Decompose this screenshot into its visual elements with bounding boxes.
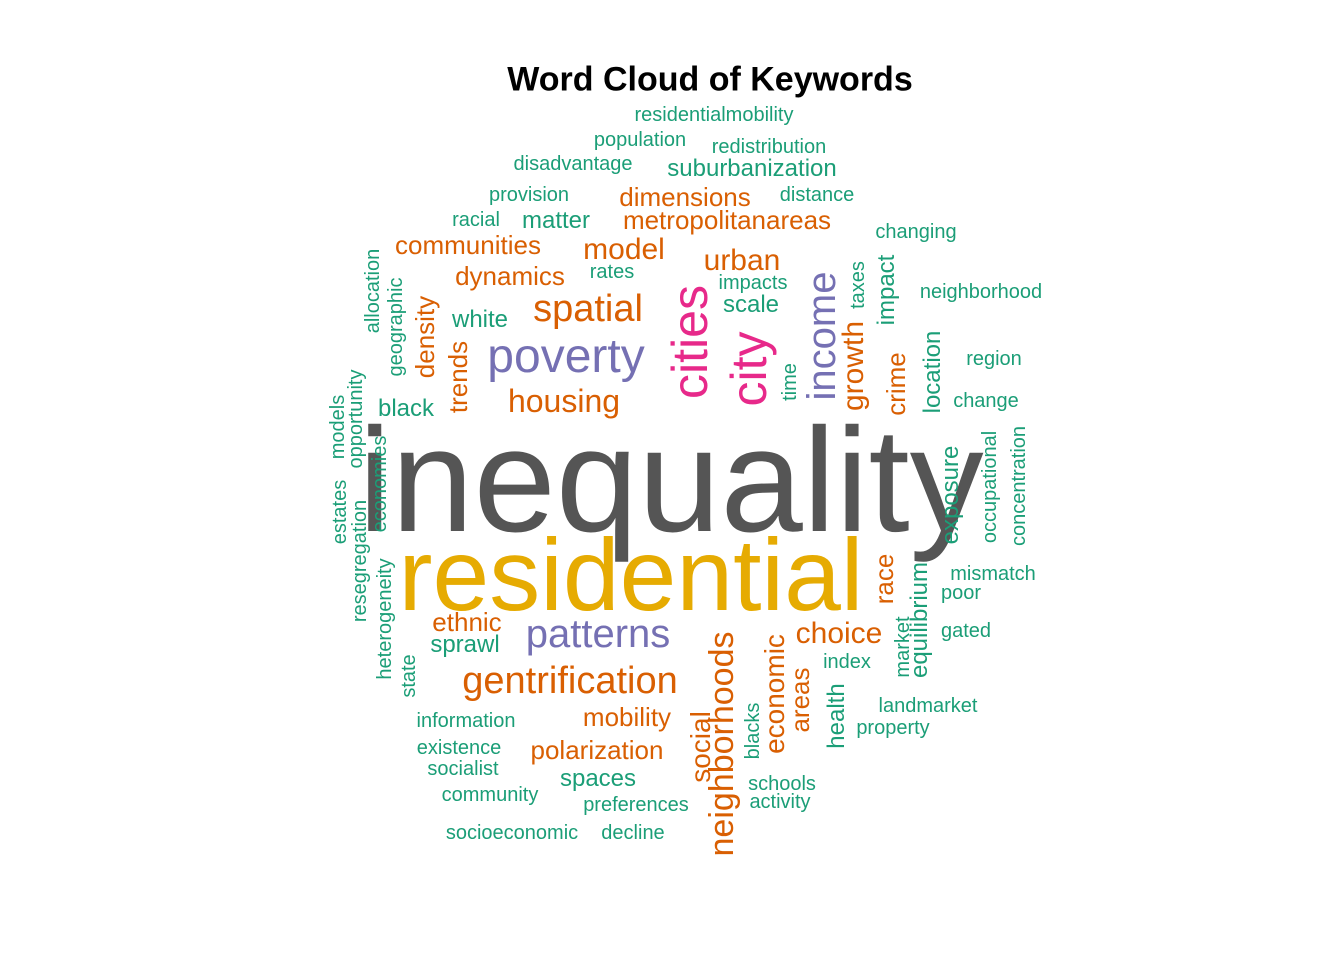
word-patterns: patterns: [525, 612, 671, 656]
word-gated: gated: [940, 620, 992, 642]
word-heterogeneity: heterogeneity: [374, 558, 396, 680]
word-white: white: [451, 306, 509, 333]
word-rates: rates: [589, 261, 635, 283]
word-racial: racial: [452, 209, 500, 231]
word-areas: areas: [785, 667, 815, 733]
word-health: health: [823, 683, 850, 749]
word-socialist: socialist: [427, 758, 499, 780]
word-metropolitanareas: metropolitanareas: [622, 205, 832, 235]
word-activity: activity: [749, 791, 811, 813]
word-decline: decline: [601, 822, 665, 844]
word-socioeconomic: socioeconomic: [445, 822, 579, 844]
word-scale: scale: [722, 291, 780, 318]
word-gentrification: gentrification: [462, 660, 678, 702]
word-black: black: [377, 395, 435, 422]
word-spaces: spaces: [559, 765, 637, 792]
word-poverty: poverty: [487, 330, 645, 383]
word-mismatch: mismatch: [950, 563, 1036, 585]
word-time: time: [779, 363, 801, 401]
word-income: income: [800, 271, 844, 401]
word-growth: growth: [837, 320, 870, 412]
word-race: race: [869, 553, 899, 605]
word-allocation: allocation: [362, 248, 384, 334]
word-occupational: occupational: [979, 430, 1001, 544]
word-changing: changing: [875, 221, 957, 243]
word-resegregation: resegregation: [349, 499, 371, 623]
word-index: index: [823, 651, 871, 673]
word-community: community: [441, 784, 539, 806]
word-distance: distance: [779, 184, 855, 206]
word-housing: housing: [507, 383, 621, 419]
word-region: region: [966, 348, 1022, 370]
word-market: market: [892, 616, 914, 678]
word-spatial: spatial: [533, 288, 643, 330]
word-exposure: exposure: [937, 445, 964, 545]
word-matter: matter: [521, 207, 591, 234]
word-existence: existence: [416, 737, 502, 759]
word-mobility: mobility: [582, 702, 672, 732]
word-polarization: polarization: [530, 735, 664, 765]
word-estates: estates: [329, 479, 351, 545]
word-property: property: [856, 717, 930, 739]
word-neighborhood: neighborhood: [919, 281, 1043, 303]
word-model: model: [583, 233, 665, 266]
word-schools: schools: [748, 773, 816, 795]
word-density: density: [410, 295, 440, 379]
word-state: state: [398, 654, 420, 698]
word-dimensions: dimensions: [619, 182, 751, 212]
word-disadvantage: disadvantage: [513, 153, 633, 175]
word-provision: provision: [488, 184, 570, 206]
word-ethnic: ethnic: [432, 607, 502, 637]
word-taxes: taxes: [847, 261, 869, 309]
word-residentialmobility: residentialmobility: [634, 104, 794, 126]
word-cities: cities: [662, 285, 718, 399]
word-information: information: [416, 710, 516, 732]
word-opportunity: opportunity: [345, 369, 367, 469]
word-concentration: concentration: [1008, 425, 1030, 547]
word-change: change: [953, 390, 1019, 412]
word-residential: residential: [398, 518, 864, 632]
word-inequality: inequality: [358, 398, 984, 563]
word-crime: crime: [881, 352, 911, 416]
word-impact: impact: [873, 254, 900, 326]
word-poor: poor: [940, 582, 982, 604]
word-dynamics: dynamics: [455, 261, 565, 291]
word-preferences: preferences: [583, 794, 689, 816]
word-social: social: [685, 711, 716, 783]
word-location: location: [919, 330, 946, 414]
word-sprawl: sprawl: [430, 631, 500, 658]
word-trends: trends: [443, 340, 473, 414]
word-urban: urban: [703, 244, 781, 277]
word-landmarket: landmarket: [878, 695, 978, 717]
word-communities: communities: [395, 230, 541, 260]
word-choice: choice: [795, 617, 883, 650]
word-redistribution: redistribution: [711, 136, 827, 158]
word-blacks: blacks: [742, 702, 764, 760]
chart-title: Word Cloud of Keywords: [507, 60, 913, 99]
word-population: population: [593, 129, 687, 151]
word-geographic: geographic: [385, 277, 407, 377]
word-city: city: [721, 331, 777, 407]
word-suburbanization: suburbanization: [667, 155, 837, 182]
word-impacts: impacts: [718, 272, 788, 294]
word-economies: economies: [369, 435, 391, 533]
